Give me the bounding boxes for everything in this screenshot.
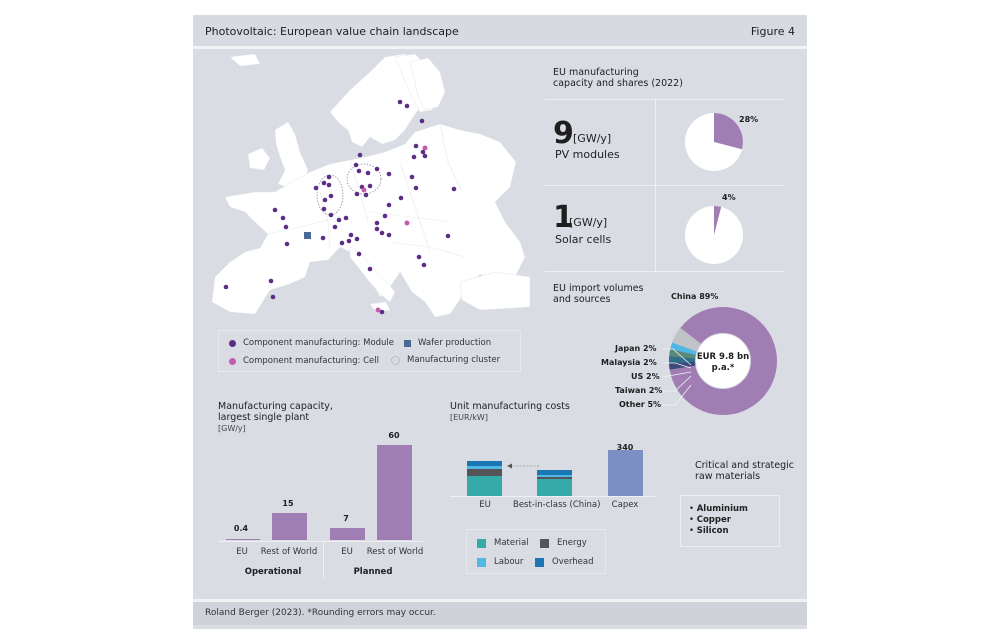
cells-share-pie xyxy=(685,205,743,264)
bar-value-pl-row: 60 xyxy=(388,431,400,440)
bar-value-pl-eu: 7 xyxy=(343,514,349,523)
label-taiwan: Taiwan 2% xyxy=(615,386,663,395)
labour-swatch-icon xyxy=(477,557,486,567)
raw-materials-list: Aluminium Copper Silicon xyxy=(680,495,780,547)
imports-title: EU import volumes and sources xyxy=(553,283,644,305)
group-operational: Operational xyxy=(244,567,302,577)
bar-value-op-eu: 0.4 xyxy=(233,524,249,533)
raw-material-item: Copper xyxy=(689,515,779,526)
cost-value-capex: 340 xyxy=(616,443,634,452)
bar-op-row xyxy=(272,513,307,540)
bar-pl-row xyxy=(377,445,412,540)
figure-title: Photovoltaic: European value chain lands… xyxy=(205,25,459,38)
modules-share-pct: 28% xyxy=(739,115,759,124)
modules-unit: [GW/y] xyxy=(573,132,612,145)
capacity-title: EU manufacturing capacity and shares (20… xyxy=(553,67,683,89)
imports-center-label: EUR 9.8 bn p.a.* xyxy=(696,352,750,373)
cell-sites xyxy=(361,145,428,313)
legend-wafer: Wafer production xyxy=(404,338,491,348)
source-note: Roland Berger (2023). *Rounding errors m… xyxy=(205,608,436,618)
label-japan: Japan 2% xyxy=(615,344,657,353)
raw-material-item: Silicon xyxy=(689,526,779,537)
module-dot-icon xyxy=(229,339,236,347)
wafer-site xyxy=(304,232,311,239)
europe-map xyxy=(211,53,530,318)
label-china: China 89% xyxy=(671,292,719,301)
bar-pl-eu xyxy=(330,528,365,540)
cost-legend: Material Energy Labour Overhead xyxy=(466,529,606,574)
label-other: Other 5% xyxy=(619,400,662,409)
plant-capacity-title: Manufacturing capacity, largest single p… xyxy=(218,401,333,433)
legend-module: Component manufacturing: Module xyxy=(229,338,394,348)
cells-label: Solar cells xyxy=(555,233,612,246)
map-legend: Component manufacturing: Module Wafer pr… xyxy=(218,330,521,372)
legend-cluster: Manufacturing cluster xyxy=(391,355,500,365)
modules-share-pie xyxy=(685,113,743,171)
donut-leader-lines xyxy=(663,348,692,406)
unit-costs-title: Unit manufacturing costs [EUR/kW] xyxy=(450,401,570,422)
figure-panel: Photovoltaic: European value chain lands… xyxy=(193,15,807,629)
label-us: US 2% xyxy=(631,372,660,381)
material-swatch-icon xyxy=(477,538,486,548)
bar-op-eu xyxy=(226,539,260,540)
cells-share-pct: 4% xyxy=(722,193,736,202)
modules-capacity-value: 9 xyxy=(553,116,574,151)
module-sites xyxy=(223,99,457,315)
overhead-swatch-icon xyxy=(535,557,544,567)
label-malaysia: Malaysia 2% xyxy=(601,358,657,367)
raw-material-item: Aluminium xyxy=(689,504,779,515)
modules-label: PV modules xyxy=(555,148,620,161)
bar-value-op-row: 15 xyxy=(282,499,294,508)
wafer-square-icon xyxy=(404,339,411,347)
energy-swatch-icon xyxy=(540,538,549,548)
cells-capacity-value: 1 xyxy=(553,200,574,235)
figure-number: Figure 4 xyxy=(750,25,795,38)
cost-bar-capex xyxy=(608,450,643,496)
cell-dot-icon xyxy=(229,357,236,365)
cells-unit: [GW/y] xyxy=(569,216,608,229)
figure-header: Photovoltaic: European value chain lands… xyxy=(193,15,807,49)
delta-arrow-icon xyxy=(507,463,539,469)
cluster-circle-icon xyxy=(391,355,400,365)
figure-footer: Roland Berger (2023). *Rounding errors m… xyxy=(193,599,807,625)
imports-donut xyxy=(669,307,777,415)
raw-materials-title: Critical and strategic raw materials xyxy=(695,460,795,482)
legend-cell: Component manufacturing: Cell xyxy=(229,356,379,366)
group-planned: Planned xyxy=(353,567,393,577)
